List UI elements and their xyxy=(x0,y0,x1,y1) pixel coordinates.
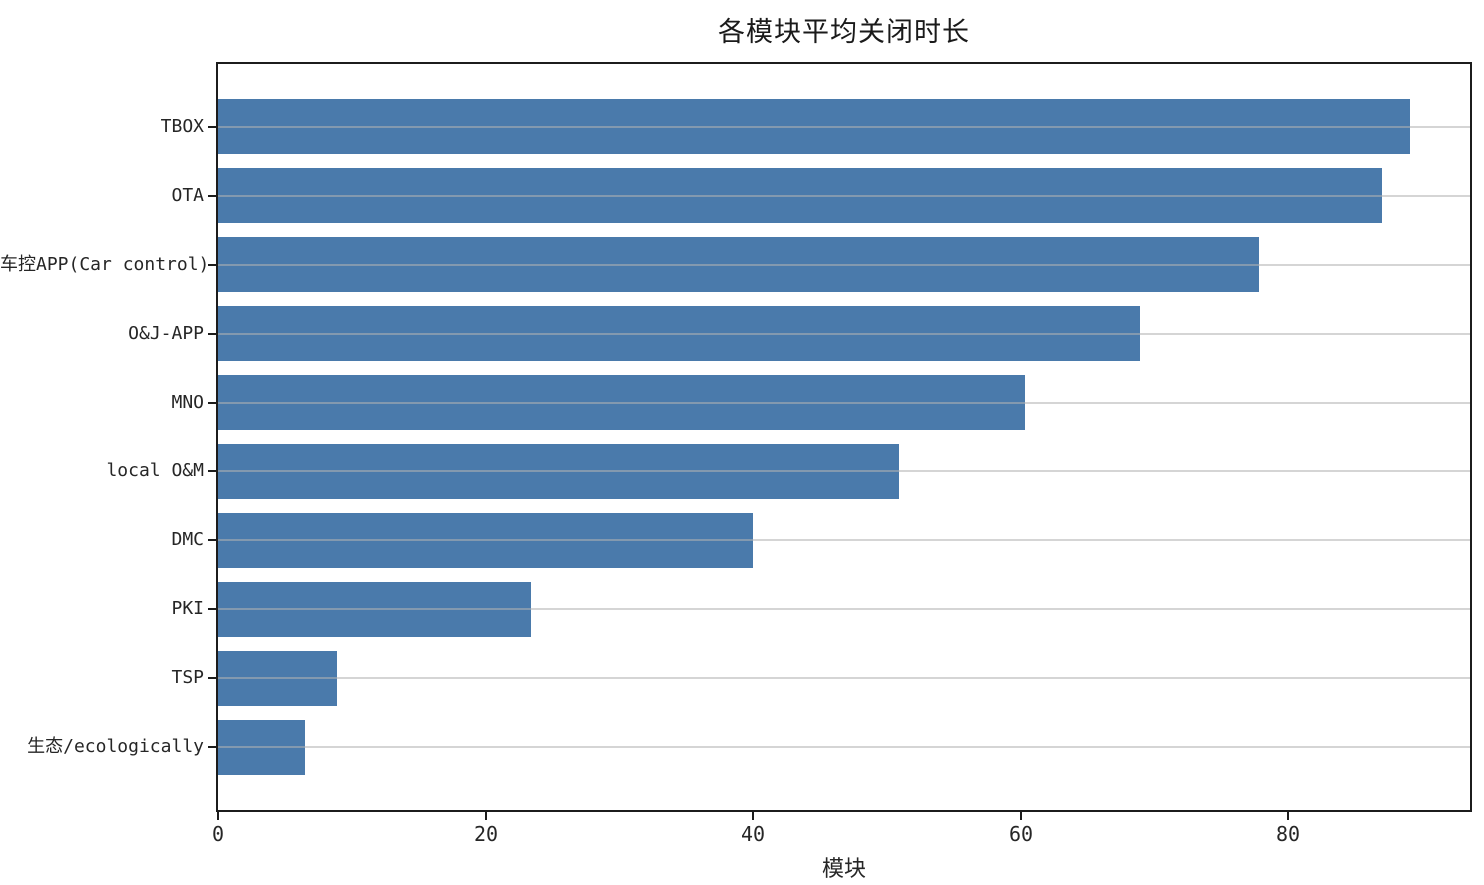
x-tick-mark xyxy=(485,812,487,820)
x-axis-title: 模块 xyxy=(821,857,866,882)
x-tick-mark xyxy=(1020,812,1022,820)
x-tick-label: 60 xyxy=(1008,822,1034,846)
y-tick-label: OTA xyxy=(171,185,204,206)
x-tick-label: 20 xyxy=(473,822,499,846)
x-tick-label: 80 xyxy=(1275,822,1301,846)
x-tick-mark xyxy=(1287,812,1289,820)
gridline xyxy=(218,746,1470,748)
y-tick-label: O&J-APP xyxy=(128,323,204,344)
y-tick-label: 生态/ecologically xyxy=(27,736,204,757)
gridline xyxy=(218,195,1470,197)
y-tick-label: TSP xyxy=(171,667,204,688)
x-tick-label: 0 xyxy=(211,822,225,846)
y-tick-mark xyxy=(208,746,216,748)
gridline xyxy=(218,402,1470,404)
gridline xyxy=(218,677,1470,679)
y-tick-mark xyxy=(208,126,216,128)
gridline xyxy=(218,470,1470,472)
y-tick-mark xyxy=(208,402,216,404)
y-tick-mark xyxy=(208,539,216,541)
gridline xyxy=(218,539,1470,541)
y-tick-label: DMC xyxy=(171,529,204,550)
x-tick-mark xyxy=(752,812,754,820)
y-tick-label: local O&M xyxy=(106,460,204,481)
y-tick-mark xyxy=(208,333,216,335)
y-tick-mark xyxy=(208,470,216,472)
y-tick-label: PKI xyxy=(171,598,204,619)
y-tick-mark xyxy=(208,677,216,679)
gridline xyxy=(218,333,1470,335)
y-tick-label: 车控APP(Car control) xyxy=(0,254,210,275)
y-tick-mark xyxy=(208,608,216,610)
chart-title: 各模块平均关闭时长 xyxy=(718,17,970,48)
gridline xyxy=(218,126,1470,128)
gridline xyxy=(218,608,1470,610)
x-tick-mark xyxy=(217,812,219,820)
y-tick-label: TBOX xyxy=(160,116,204,137)
x-tick-label: 40 xyxy=(740,822,766,846)
plot-area xyxy=(216,62,1472,812)
y-tick-label: MNO xyxy=(171,392,204,413)
y-tick-mark xyxy=(208,264,216,266)
gridline xyxy=(218,264,1470,266)
y-tick-mark xyxy=(208,195,216,197)
